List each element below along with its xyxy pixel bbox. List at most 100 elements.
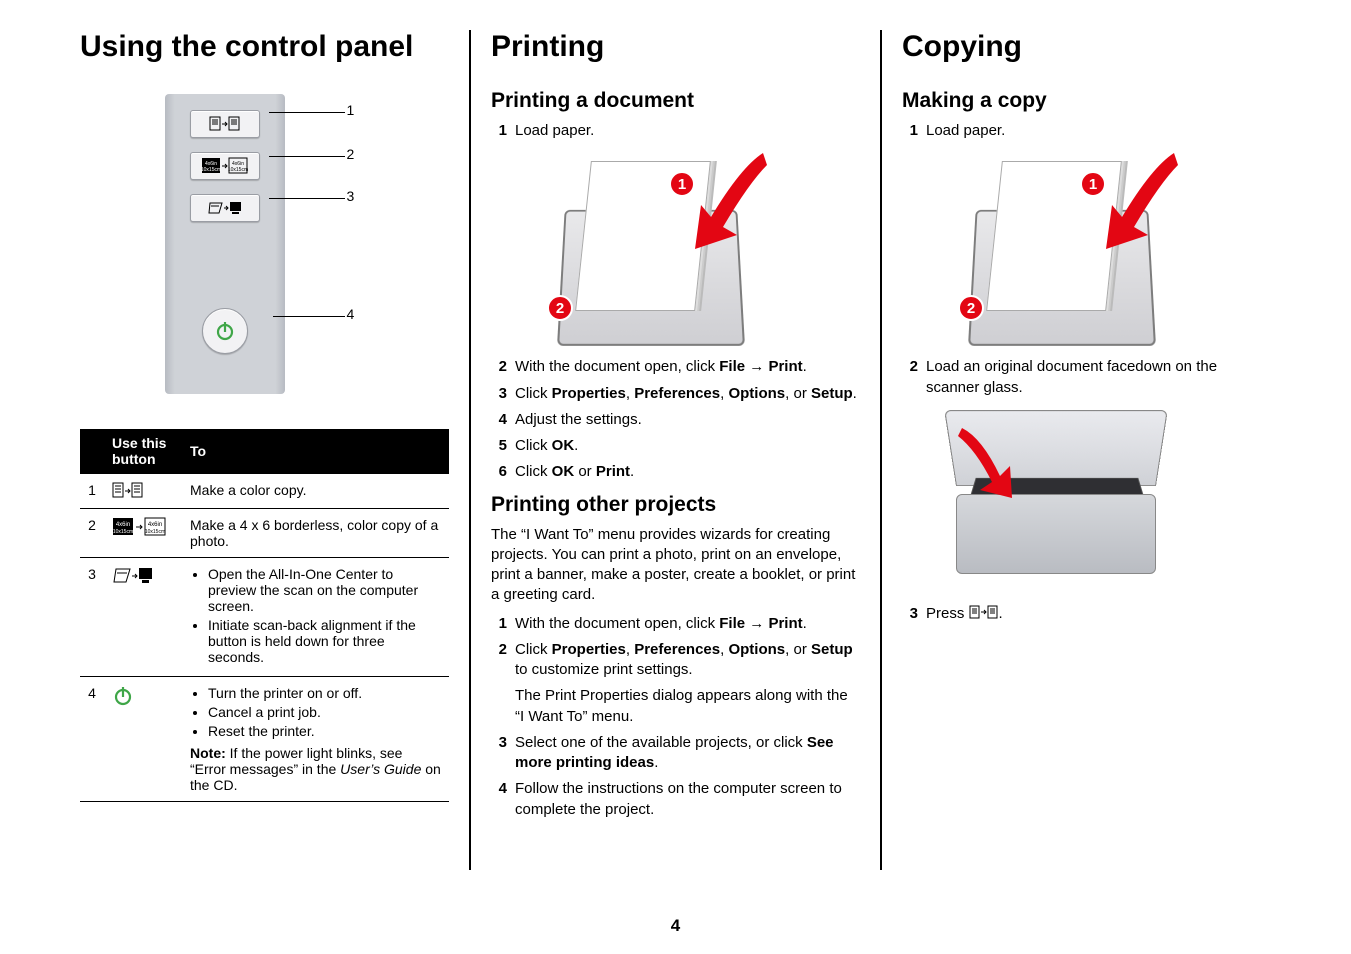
- column-copying: Copying Making a copy 1 Load paper. 1 2 …: [880, 30, 1291, 870]
- step: 5 Click OK.: [491, 436, 860, 456]
- step-number: 2: [491, 357, 515, 377]
- step: 1 Load paper.: [491, 121, 860, 141]
- step-text: Click OK or Print.: [515, 462, 860, 482]
- step: 1 With the document open, click File → P…: [491, 614, 860, 634]
- page-columns: Using the control panel: [60, 30, 1291, 870]
- section-title-copying: Copying: [902, 30, 1271, 64]
- step-text: With the document open, click File → Pri…: [515, 357, 860, 377]
- list-item: Initiate scan-back alignment if the butt…: [208, 617, 441, 665]
- step-text: Click Properties, Preferences, Options, …: [515, 640, 860, 681]
- diagram-label-1: 1: [347, 102, 355, 118]
- step-number: 3: [491, 384, 515, 404]
- step: 2 Click Properties, Preferences, Options…: [491, 640, 860, 681]
- heading-printing-doc: Printing a document: [491, 89, 860, 113]
- row-to: Make a 4 x 6 borderless, color copy of a…: [182, 509, 449, 558]
- step: 3 Click Properties, Preferences, Options…: [491, 384, 860, 404]
- list-item: Open the All-In-One Center to preview th…: [208, 566, 441, 614]
- row-note: Note: If the power light blinks, see “Er…: [190, 745, 441, 793]
- control-panel-diagram: 4x6in 10x15cm 4x6in 10x15cm: [165, 94, 365, 394]
- th-use-button: Use this button: [104, 429, 182, 474]
- step-text: Select one of the available projects, or…: [515, 733, 860, 774]
- heading-making-copy: Making a copy: [902, 89, 1271, 113]
- step-number: 1: [902, 121, 926, 141]
- control-panel-body: 4x6in 10x15cm 4x6in 10x15cm: [165, 94, 285, 394]
- row-to: Turn the printer on or off. Cancel a pri…: [182, 677, 449, 802]
- page-number: 4: [671, 916, 680, 936]
- step: 2 With the document open, click File → P…: [491, 357, 860, 377]
- panel-button-4x6: 4x6in 10x15cm 4x6in 10x15cm: [190, 152, 260, 180]
- step-number: 3: [491, 733, 515, 774]
- step-text: Follow the instructions on the computer …: [515, 779, 860, 820]
- step: 2 Load an original document facedown on …: [902, 357, 1271, 398]
- step: 3 Select one of the available projects, …: [491, 733, 860, 774]
- table-row: 2 4x6in 10x15cm 4x6in 10x15cm Make a 4 x: [80, 509, 449, 558]
- scanner-illustration: [948, 404, 1178, 594]
- row-num: 4: [80, 677, 104, 802]
- step-number: 2: [491, 640, 515, 681]
- scan-to-pc-icon: [207, 200, 243, 216]
- th-to: To: [182, 429, 449, 474]
- scan-to-pc-icon: [112, 566, 154, 586]
- diagram-label-2: 2: [347, 146, 355, 162]
- doc-to-doc-icon: [209, 116, 241, 132]
- step-text: Click Properties, Preferences, Options, …: [515, 384, 860, 404]
- row-num: 1: [80, 474, 104, 509]
- section-title-printing: Printing: [491, 30, 860, 64]
- diagram-label-3: 3: [347, 188, 355, 204]
- step-text: Load paper.: [515, 121, 860, 141]
- photo-4x6-icon: 4x6in 10x15cm 4x6in 10x15cm: [201, 157, 249, 175]
- list-item: Reset the printer.: [208, 723, 441, 739]
- leader-line: [269, 156, 345, 157]
- power-icon: [214, 320, 236, 342]
- column-printing: Printing Printing a document 1 Load pape…: [469, 30, 880, 870]
- doc-to-doc-icon: [112, 482, 148, 500]
- heading-printing-projects: Printing other projects: [491, 493, 860, 517]
- row-to: Make a color copy.: [182, 474, 449, 509]
- row-icon: [104, 558, 182, 677]
- step-number: 4: [491, 779, 515, 820]
- step-text: Adjust the settings.: [515, 410, 860, 430]
- step-number: 6: [491, 462, 515, 482]
- leader-line: [273, 316, 345, 317]
- step-text: With the document open, click File → Pri…: [515, 614, 860, 634]
- step-text: Load paper.: [926, 121, 1271, 141]
- row-num: 2: [80, 509, 104, 558]
- svg-text:4x6in: 4x6in: [116, 522, 130, 528]
- row-icon: [104, 474, 182, 509]
- panel-button-color-copy: [190, 110, 260, 138]
- step: 3 Press .: [902, 604, 1271, 624]
- red-arrow-icon: [1082, 147, 1182, 257]
- list-item: Cancel a print job.: [208, 704, 441, 720]
- step-text: Load an original document facedown on th…: [926, 357, 1271, 398]
- load-paper-illustration: 1 2: [932, 147, 1182, 347]
- row-icon: 4x6in 10x15cm 4x6in 10x15cm: [104, 509, 182, 558]
- step: 6 Click OK or Print.: [491, 462, 860, 482]
- printing-doc-steps: 1 Load paper. 1 2 2 With the document op…: [491, 121, 860, 483]
- row-num: 3: [80, 558, 104, 677]
- section-title-control-panel: Using the control panel: [80, 30, 449, 64]
- row-icon: [104, 677, 182, 802]
- list-item: Turn the printer on or off.: [208, 685, 441, 701]
- step-number: 1: [491, 614, 515, 634]
- table-row: 3 Open the All-In-One Center to preview: [80, 558, 449, 677]
- step-subtext: The Print Properties dialog appears alon…: [515, 686, 860, 727]
- photo-4x6-icon: 4x6in 10x15cm 4x6in 10x15cm: [112, 517, 168, 537]
- th-blank: [80, 429, 104, 474]
- svg-text:10x15cm: 10x15cm: [201, 167, 221, 173]
- svg-text:10x15cm: 10x15cm: [227, 167, 247, 173]
- step: 4 Follow the instructions on the compute…: [491, 779, 860, 820]
- column-control-panel: Using the control panel: [60, 30, 469, 870]
- scanner-base-shape: [956, 494, 1156, 574]
- diagram-label-4: 4: [347, 306, 355, 322]
- table-row: 4 Turn the printer on or off. Cancel a p…: [80, 677, 449, 802]
- svg-text:4x6in: 4x6in: [148, 522, 162, 528]
- step-text: Press .: [926, 604, 1271, 624]
- step: 1 Load paper.: [902, 121, 1271, 141]
- step: 4 Adjust the settings.: [491, 410, 860, 430]
- projects-intro: The “I Want To” menu provides wizards fo…: [491, 525, 860, 606]
- step-text: Click OK.: [515, 436, 860, 456]
- step-number: 3: [902, 604, 926, 624]
- red-arrow-icon: [671, 147, 771, 257]
- printing-proj-steps: 1 With the document open, click File → P…: [491, 614, 860, 820]
- leader-line: [269, 198, 345, 199]
